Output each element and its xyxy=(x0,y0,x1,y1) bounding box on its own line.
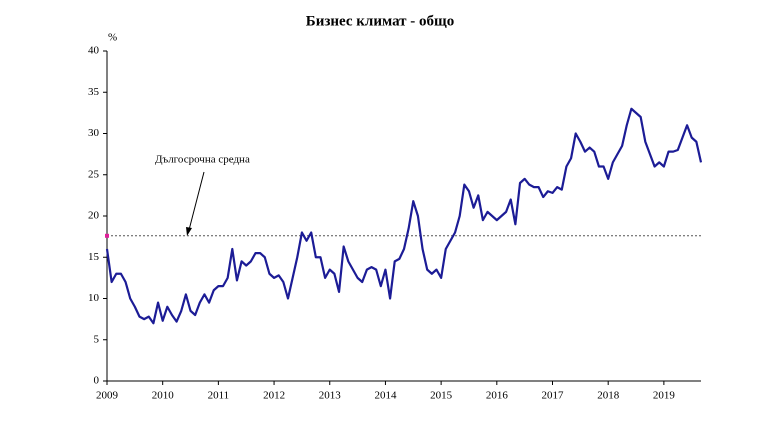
arrow-head xyxy=(186,227,192,236)
y-tick-label: 15 xyxy=(88,251,100,263)
annotation-arrow xyxy=(188,171,205,231)
x-tick-label: 2013 xyxy=(319,390,342,402)
y-tick-label: 20 xyxy=(88,210,100,222)
x-tick-label: 2017 xyxy=(542,390,565,402)
x-tick-label: 2012 xyxy=(263,390,285,402)
y-tick-label: 40 xyxy=(88,45,100,57)
x-tick-label: 2019 xyxy=(653,390,676,402)
chart-title: Бизнес климат - общо xyxy=(306,13,454,29)
y-tick-label: 5 xyxy=(94,333,100,345)
y-unit: % xyxy=(108,32,117,44)
y-tick-label: 25 xyxy=(88,168,100,180)
y-tick-label: 30 xyxy=(88,127,100,139)
x-tick-label: 2016 xyxy=(486,390,509,402)
x-tick-label: 2015 xyxy=(430,390,453,402)
reference-label: Дългосрочна средна xyxy=(155,154,250,166)
x-tick-label: 2014 xyxy=(374,390,397,402)
y-tick-label: 0 xyxy=(94,375,100,387)
y-tick-label: 10 xyxy=(88,292,100,304)
series-line xyxy=(105,107,703,325)
x-tick-label: 2011 xyxy=(208,390,230,402)
x-tick-label: 2009 xyxy=(96,390,119,402)
x-tick-label: 2018 xyxy=(597,390,620,402)
reference-marker xyxy=(105,233,109,238)
y-tick-label: 35 xyxy=(88,86,100,98)
x-tick-label: 2010 xyxy=(152,390,175,402)
